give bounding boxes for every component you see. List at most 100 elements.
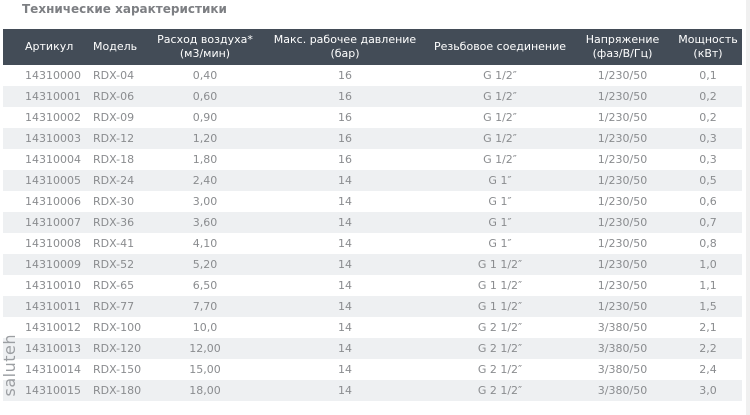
table-row: 14310014 RDX-150 15,00 14 G 2 1/2″ 3/380/50 2,… <box>3 359 742 380</box>
column-header: Макс. рабочее давление (бар) <box>273 33 417 60</box>
table-cell: RDX-52 <box>93 258 135 271</box>
table-cell: 2,2 <box>699 342 717 355</box>
table-cell: 1/230/50 <box>597 174 648 187</box>
table-row: 14310003 RDX-12 1,20 16 G 1/2″ 1/230/50 0,3 <box>3 128 742 149</box>
table-cell: RDX-100 <box>93 321 142 334</box>
table-cell: 14 <box>338 258 352 271</box>
table-cell: G 1/2″ <box>483 90 517 103</box>
table-cell: G 1″ <box>488 216 512 229</box>
table-row: 14310005 RDX-24 2,40 14 G 1″ 1/230/50 0,5 <box>3 170 742 191</box>
table-cell: 1/230/50 <box>597 300 648 313</box>
column-header: Резьбовое соединение <box>433 40 567 53</box>
table-cell: 14 <box>338 300 352 313</box>
table-row: 14310009 RDX-52 5,20 14 G 1 1/2″ 1/230/50 1,0 <box>3 254 742 275</box>
column-header: Напряжение (фаз/В/Гц) <box>585 33 660 60</box>
table-cell: RDX-12 <box>93 132 135 145</box>
table-cell: 1/230/50 <box>597 153 648 166</box>
table-cell: 6,50 <box>192 279 218 292</box>
table-cell: 14 <box>338 363 352 376</box>
table-cell: 14 <box>338 321 352 334</box>
table-cell: RDX-77 <box>93 300 135 313</box>
specs-table: Артикул Модель Расход воздуха* (м3/мин) Макс… <box>3 29 742 401</box>
table-cell: 14 <box>338 174 352 187</box>
table-cell: 1,1 <box>699 279 717 292</box>
table-row: 14310006 RDX-30 3,00 14 G 1″ 1/230/50 0,6 <box>3 191 742 212</box>
table-row: 14310013 RDX-120 12,00 14 G 2 1/2″ 3/380/50 2,… <box>3 338 742 359</box>
table-cell: G 1/2″ <box>483 132 517 145</box>
table-cell: 1/230/50 <box>597 258 648 271</box>
table-cell: 0,90 <box>192 111 218 124</box>
column-header: Мощность (кВт) <box>678 33 738 60</box>
table-cell: 0,2 <box>699 90 717 103</box>
table-cell: 0,5 <box>699 174 717 187</box>
table-cell: 14310007 <box>25 216 81 229</box>
table-cell: 14 <box>338 216 352 229</box>
table-cell: 1/230/50 <box>597 90 648 103</box>
table-cell: 2,4 <box>699 363 717 376</box>
table-cell: 3/380/50 <box>597 321 648 334</box>
table-row: 14310002 RDX-09 0,90 16 G 1/2″ 1/230/50 0,2 <box>3 107 742 128</box>
table-cell: 14 <box>338 279 352 292</box>
table-cell: RDX-30 <box>93 195 135 208</box>
table-cell: 14310006 <box>25 195 81 208</box>
table-cell: G 1″ <box>488 237 512 250</box>
table-cell: 1,20 <box>192 132 218 145</box>
table-cell: 14310014 <box>25 363 81 376</box>
table-cell: 14310004 <box>25 153 81 166</box>
table-cell: 10,0 <box>192 321 218 334</box>
table-cell: RDX-41 <box>93 237 135 250</box>
column-header: Артикул <box>25 40 74 53</box>
table-row: 14310004 RDX-18 1,80 16 G 1/2″ 1/230/50 0,3 <box>3 149 742 170</box>
table-cell: G 1/2″ <box>483 153 517 166</box>
table-cell: 16 <box>338 69 352 82</box>
table-cell: 14 <box>338 237 352 250</box>
table-cell: 14 <box>338 195 352 208</box>
table-cell: 0,3 <box>699 153 717 166</box>
table-cell: 1/230/50 <box>597 195 648 208</box>
table-cell: 14310012 <box>25 321 81 334</box>
column-header: Модель <box>93 40 138 53</box>
table-cell: RDX-65 <box>93 279 135 292</box>
table-cell: 7,70 <box>192 300 218 313</box>
table-cell: 14310015 <box>25 384 81 397</box>
table-cell: RDX-180 <box>93 384 142 397</box>
column-header: Расход воздуха* (м3/мин) <box>157 33 253 60</box>
table-cell: 2,1 <box>699 321 717 334</box>
table-cell: 14310005 <box>25 174 81 187</box>
table-cell: 14310002 <box>25 111 81 124</box>
scrollbar[interactable] <box>746 0 750 415</box>
table-cell: 16 <box>338 132 352 145</box>
table-cell: 1/230/50 <box>597 111 648 124</box>
table-cell: RDX-24 <box>93 174 135 187</box>
table-cell: 14310013 <box>25 342 81 355</box>
table-cell: 1/230/50 <box>597 69 648 82</box>
table-cell: 14 <box>338 342 352 355</box>
table-cell: 0,2 <box>699 111 717 124</box>
table-cell: 14310009 <box>25 258 81 271</box>
table-cell: 12,00 <box>189 342 221 355</box>
table-header-row: Артикул Модель Расход воздуха* (м3/мин) Макс… <box>3 29 742 65</box>
table-cell: 0,60 <box>192 90 218 103</box>
table-cell: 3/380/50 <box>597 384 648 397</box>
table-row: 14310007 RDX-36 3,60 14 G 1″ 1/230/50 0,7 <box>3 212 742 233</box>
table-cell: 14310000 <box>25 69 81 82</box>
table-cell: 16 <box>338 90 352 103</box>
table-cell: 1/230/50 <box>597 237 648 250</box>
table-cell: RDX-36 <box>93 216 135 229</box>
table-cell: RDX-18 <box>93 153 135 166</box>
table-cell: 14310008 <box>25 237 81 250</box>
table-cell: RDX-09 <box>93 111 135 124</box>
table-row: 14310000 RDX-04 0,40 16 G 1/2″ 1/230/50 0,1 <box>3 65 742 86</box>
table-cell: 4,10 <box>192 237 218 250</box>
table-cell: RDX-150 <box>93 363 142 376</box>
table-cell: 3,00 <box>192 195 218 208</box>
table-cell: 3,0 <box>699 384 717 397</box>
table-cell: G 1″ <box>488 195 512 208</box>
table-cell: RDX-120 <box>93 342 142 355</box>
table-row: 14310015 RDX-180 18,00 14 G 2 1/2″ 3/380/50 3,… <box>3 380 742 401</box>
table-cell: 1/230/50 <box>597 279 648 292</box>
table-cell: G 2 1/2″ <box>477 342 523 355</box>
table-cell: G 1 1/2″ <box>477 300 523 313</box>
table-cell: 14310011 <box>25 300 81 313</box>
table-cell: 3/380/50 <box>597 363 648 376</box>
